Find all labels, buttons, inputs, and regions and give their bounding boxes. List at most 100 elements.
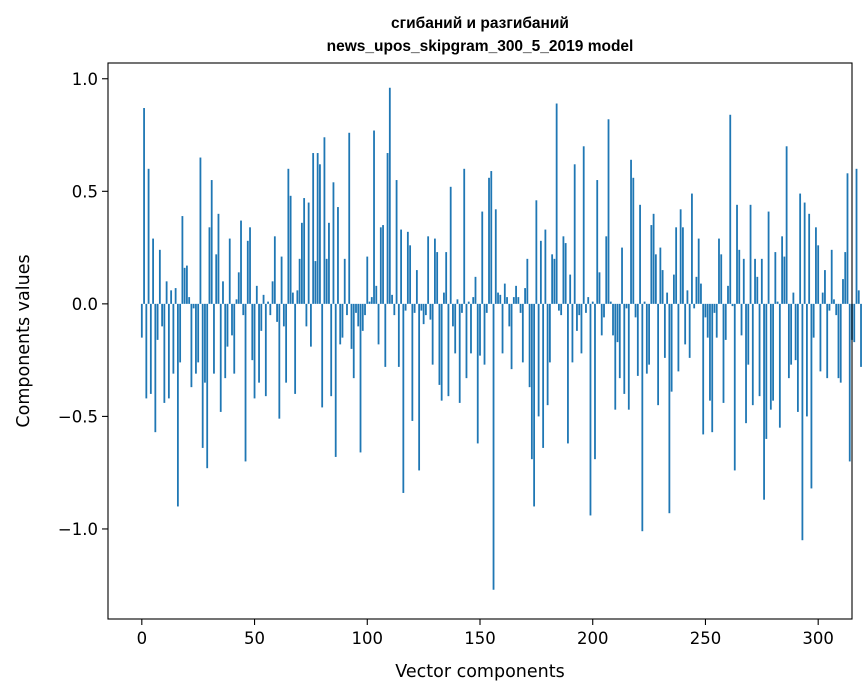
bar [337,207,339,304]
bar [731,303,734,307]
x-axis-ticks: 0 50 100 150 200 250 300 [137,619,834,648]
bar [751,303,754,406]
bar [693,303,696,309]
bar [373,130,375,304]
bar [312,153,315,304]
bar [497,292,499,304]
y-axis-label: Components values [14,254,34,427]
x-tick-label: 50 [244,629,265,648]
bar [740,303,743,336]
bar [355,303,357,313]
bar [695,276,698,304]
bar [808,213,811,304]
bar [271,281,274,304]
bar [776,301,779,304]
bar [621,247,623,304]
bar [600,303,603,336]
bar [828,303,831,311]
bar [251,303,254,361]
bar [630,159,632,304]
y-tick-label: 0.0 [72,295,98,314]
bar-series [140,87,862,590]
bar [767,211,770,304]
x-axis-label: Vector components [395,662,564,682]
bar [666,292,669,304]
bar [321,303,324,408]
bar [625,303,628,309]
bar [546,303,549,406]
bar [228,238,231,304]
bar [718,238,720,304]
bar [515,285,517,304]
bar [607,119,610,304]
bar [438,303,441,385]
bar [672,274,675,304]
bar [481,211,484,304]
bar [436,252,439,304]
bar [796,303,799,412]
bar [578,303,581,316]
bar [605,236,608,304]
bar [562,236,565,304]
bar [799,193,802,304]
bar [294,303,297,394]
bar [571,303,574,363]
bar [402,303,405,493]
bar [325,258,328,304]
bar [580,303,583,354]
bar [456,299,459,304]
bar [783,256,786,304]
bar [609,301,612,304]
bar [745,303,747,424]
bar [276,303,278,322]
x-tick-label: 300 [802,629,834,648]
bar [654,254,657,304]
bar [659,247,662,304]
bar [499,294,502,304]
bar [213,303,215,374]
bar [747,303,750,365]
bar [465,303,468,379]
bar [506,297,508,304]
bar [269,303,272,316]
bar [634,303,637,318]
bar [684,303,687,345]
bar [431,303,434,365]
bar [824,270,826,304]
bar [519,303,522,313]
bar [190,303,193,388]
bar [323,137,326,304]
bar [839,303,842,383]
bar [781,236,784,304]
bar [544,229,547,304]
y-axis-ticks: 1.0 0.5 0.0 −0.5 −1.0 [58,70,108,539]
bar [555,103,558,304]
bar [700,283,702,304]
bar [413,303,416,313]
bar [742,258,745,304]
chart-title-line-1: сгибаний и разгибаний [391,15,569,32]
bar [395,180,398,304]
bar [449,186,452,304]
bar [242,303,245,316]
bar [143,108,145,304]
bar [204,303,206,383]
bar [210,180,213,304]
bar [528,303,531,388]
bar [343,258,346,304]
bar [260,303,263,331]
bar [785,146,788,304]
bar [255,285,258,304]
bar [289,195,292,304]
bar [273,236,276,304]
bar [706,303,709,338]
bar [643,301,646,304]
bar [226,303,229,347]
bar [217,213,220,304]
bar [470,303,472,354]
bar [727,285,729,304]
bar [246,240,249,304]
bar [801,303,804,541]
bar [300,222,303,304]
bar [170,290,173,304]
